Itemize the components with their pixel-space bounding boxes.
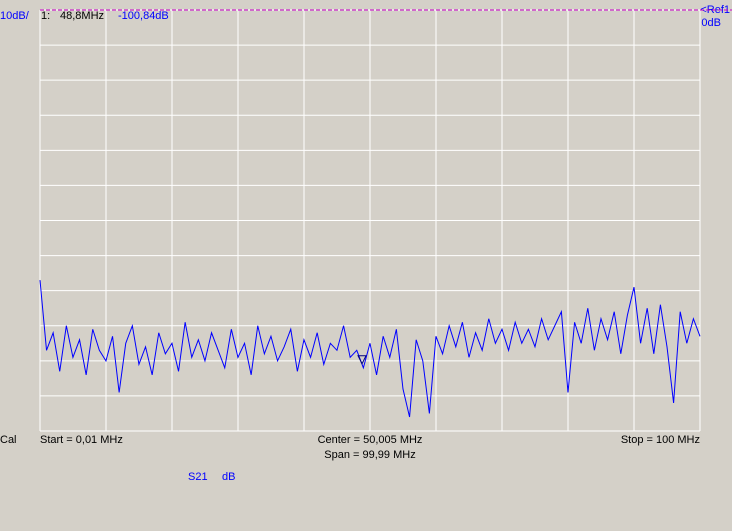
grid <box>39 9 701 432</box>
span-label: Span = 99,99 MHz <box>324 449 415 461</box>
marker-label: 1: <box>41 10 50 22</box>
marker-level: -100,84dB <box>118 10 169 22</box>
trace-name: S21 <box>188 471 208 483</box>
marker-freq: 48,8MHz <box>60 10 104 22</box>
center-label: Center = 50,005 MHz <box>318 434 423 446</box>
start-label: Start = 0,01 MHz <box>40 434 123 446</box>
ref-value: 0dB <box>701 17 721 29</box>
trace-unit: dB <box>222 471 235 483</box>
trace <box>39 280 701 418</box>
status: Cal <box>0 434 17 446</box>
scale-label: 10dB/ <box>0 10 30 22</box>
stop-label: Stop = 100 MHz <box>621 434 700 446</box>
marker <box>357 355 367 365</box>
